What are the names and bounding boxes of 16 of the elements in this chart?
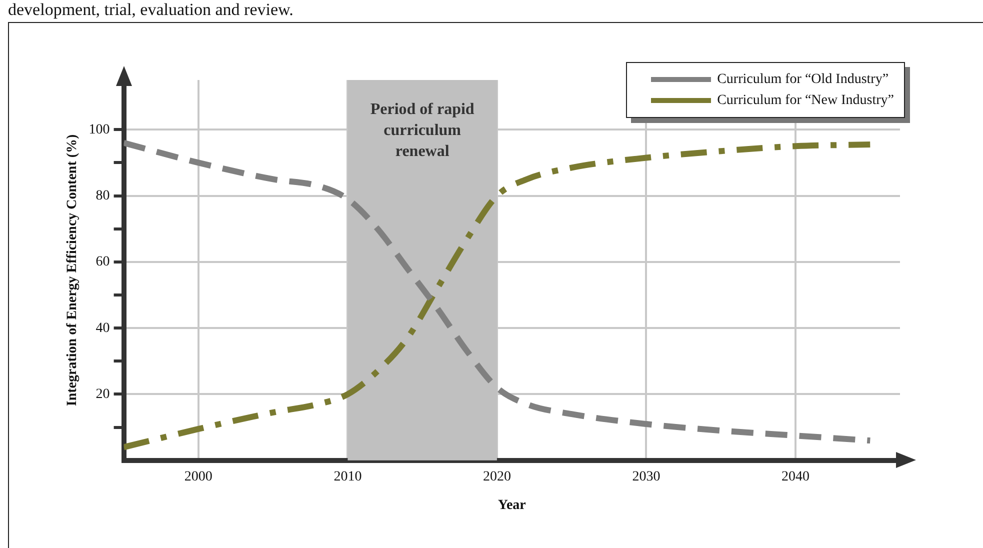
legend-label: Curriculum for “Old Industry” xyxy=(717,72,889,88)
y-axis-title: Integration of Energy Efficiency Content (%) xyxy=(65,134,80,406)
x-tick-label: 2020 xyxy=(482,469,511,484)
y-tick-label: 60 xyxy=(96,254,110,270)
y-tick-label: 40 xyxy=(96,320,110,336)
x-tick-label: 2010 xyxy=(334,469,362,484)
legend-label: Curriculum for “New Industry” xyxy=(717,92,894,108)
y-tick-label: 100 xyxy=(88,122,110,138)
y-tick-label: 80 xyxy=(96,188,110,204)
x-axis-title: Year xyxy=(498,498,526,514)
band-label: Period of rapid curriculum renewal xyxy=(370,101,474,160)
x-tick-label: 2040 xyxy=(782,469,810,484)
y-tick-label: 20 xyxy=(96,386,110,402)
text: development, trial, evaluation and review. xyxy=(8,0,294,20)
x-tick-label: 2030 xyxy=(632,469,660,484)
x-tick-label: 2000 xyxy=(184,469,212,484)
